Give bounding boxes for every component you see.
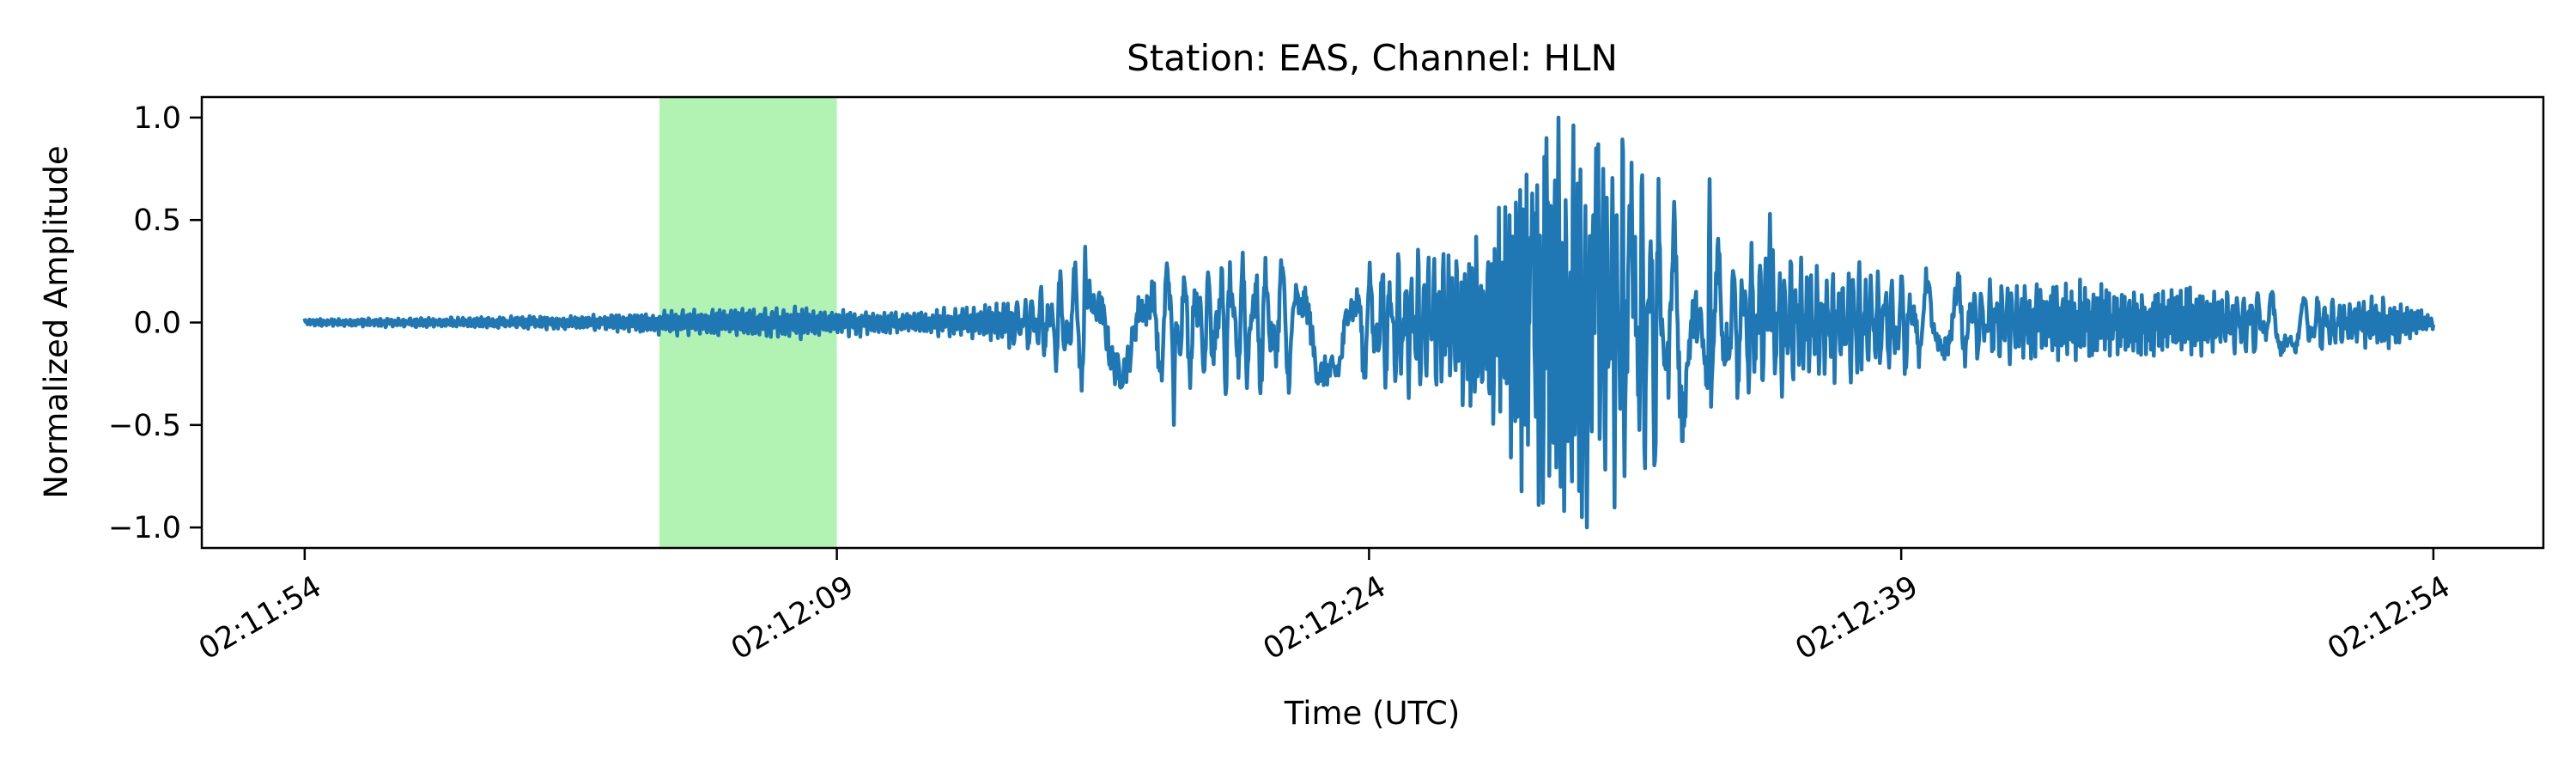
y-tick-label: 0.0 (133, 307, 181, 341)
y-tick-label: 0.5 (133, 204, 181, 238)
chart-title: Station: EAS, Channel: HLN (1127, 37, 1618, 79)
x-axis-label: Time (UTC) (1284, 695, 1461, 732)
y-tick-label: −1.0 (108, 511, 181, 545)
y-tick-label: 1.0 (133, 101, 181, 136)
y-axis-label: Normalized Amplitude (38, 145, 75, 498)
waveform-line (302, 115, 2436, 530)
y-axis-ticks: −1.0 −0.5 0.0 0.5 1.0 (108, 101, 202, 545)
y-tick-label: −0.5 (108, 409, 181, 443)
